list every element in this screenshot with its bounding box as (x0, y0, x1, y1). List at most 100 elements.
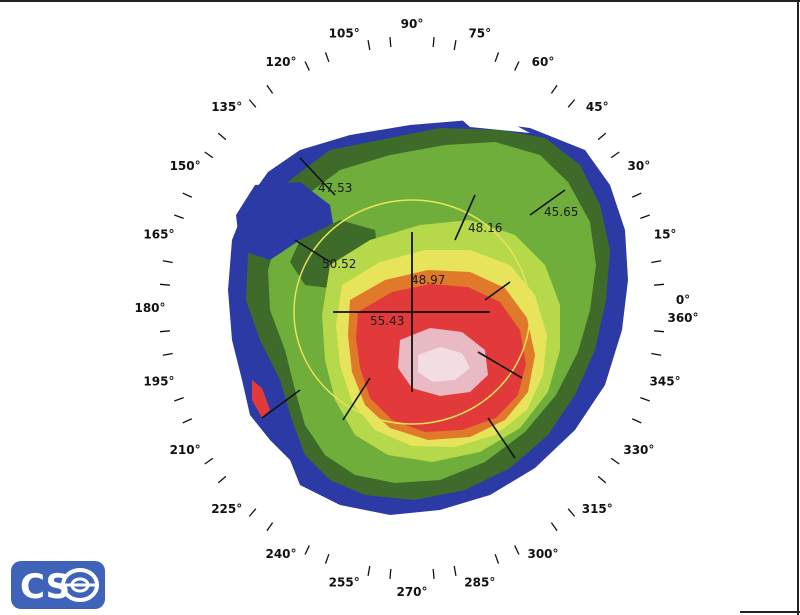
degree-label: 210° (170, 443, 201, 457)
degree-tick (389, 568, 392, 580)
degree-tick (453, 40, 457, 51)
center-crosshair (333, 232, 490, 392)
degree-tick (597, 132, 607, 141)
degree-tick (159, 283, 170, 286)
degree-tick (550, 84, 558, 94)
map-zone-blue-inlet (236, 182, 335, 260)
degree-label: 90° (401, 17, 424, 31)
map-zone-peak-core (418, 347, 470, 382)
degree-tick (631, 192, 642, 198)
meridian-lines (261, 157, 566, 459)
degree-tick (174, 396, 184, 402)
degree-tick-marks (159, 36, 665, 580)
degree-tick (217, 475, 227, 484)
meridian-line (477, 351, 523, 379)
degree-tick (550, 522, 558, 532)
cso-logo: CS (11, 561, 105, 609)
degree-tick (432, 568, 435, 580)
reading-value: 50.52 (322, 257, 356, 271)
degree-tick (324, 553, 330, 564)
degree-tick (651, 260, 662, 264)
degree-labels: 0° 15° 30° 45° 60° 75° 90° 105° 120° 135° 150° 165°… (134, 17, 698, 599)
degree-tick (367, 40, 371, 51)
curvature-color-map (228, 115, 628, 515)
map-zone-left-red-patch (252, 380, 270, 418)
curvature-readings: 47.53 48.16 45.65 50.52 48.97 55.43 (318, 181, 578, 328)
degree-label: 75° (468, 27, 491, 41)
degree-tick (304, 61, 310, 71)
meridian-line (261, 389, 301, 419)
degree-label: 345° (650, 375, 681, 389)
degree-label: 300° (527, 547, 558, 561)
degree-tick (453, 565, 457, 576)
degree-label: 150° (170, 159, 201, 173)
meridian-line (487, 417, 516, 459)
reading-value: 48.97 (411, 273, 445, 287)
degree-tick (174, 214, 184, 220)
reading-value: 48.16 (468, 221, 502, 235)
degree-label: 180° (134, 301, 165, 315)
degree-tick (640, 396, 650, 402)
degree-label: 240° (265, 547, 296, 561)
degree-tick (654, 330, 665, 333)
degree-tick (182, 418, 193, 424)
degree-label: 60° (532, 55, 555, 69)
degree-tick (248, 508, 257, 517)
degree-label: 315° (582, 502, 613, 516)
reading-value: 47.53 (318, 181, 352, 195)
degree-tick (597, 475, 607, 484)
degree-label: 165° (143, 227, 174, 241)
degree-tick (494, 52, 500, 63)
degree-tick (432, 36, 435, 48)
degree-label: 225° (211, 502, 242, 516)
degree-label: 270° (396, 585, 427, 599)
map-zone-top-notch (460, 115, 530, 133)
meridian-line (484, 281, 511, 301)
degree-tick (159, 330, 170, 333)
degree-tick (567, 99, 576, 108)
degree-label: 15° (654, 227, 677, 241)
degree-label: 0° (676, 293, 690, 307)
logo-background (11, 561, 105, 609)
degree-tick (248, 99, 257, 108)
degree-tick (389, 36, 392, 48)
degree-tick (651, 352, 662, 356)
optical-zone-circle (293, 199, 531, 425)
degree-tick (654, 283, 665, 286)
meridian-line (294, 239, 331, 263)
reading-value: 45.65 (544, 205, 578, 219)
degree-tick (367, 565, 371, 576)
degree-tick (640, 214, 650, 220)
degree-label: 135° (211, 100, 242, 114)
degree-tick (514, 545, 520, 555)
degree-tick (162, 260, 173, 264)
degree-tick (217, 132, 227, 141)
degree-tick (567, 508, 576, 517)
degree-tick (324, 52, 330, 63)
degree-label: 255° (329, 575, 360, 589)
degree-tick (631, 418, 642, 424)
degree-label: 330° (623, 443, 654, 457)
degree-label: 285° (464, 575, 495, 589)
meridian-line (454, 194, 476, 241)
degree-tick (514, 61, 520, 71)
degree-tick (204, 457, 214, 465)
meridian-line (342, 377, 371, 421)
degree-tick (494, 553, 500, 564)
meridian-line (529, 189, 566, 216)
degree-label: 30° (628, 159, 651, 173)
degree-label: 360° (667, 311, 698, 325)
reading-value: 55.43 (370, 314, 404, 328)
degree-tick (266, 522, 274, 532)
degree-label: 120° (265, 55, 296, 69)
degree-tick (182, 192, 193, 198)
degree-tick (610, 457, 620, 465)
degree-label: 195° (143, 375, 174, 389)
degree-tick (162, 352, 173, 356)
degree-label: 45° (586, 100, 609, 114)
degree-label: 105° (329, 27, 360, 41)
meridian-line (299, 157, 336, 196)
degree-tick (204, 151, 214, 159)
